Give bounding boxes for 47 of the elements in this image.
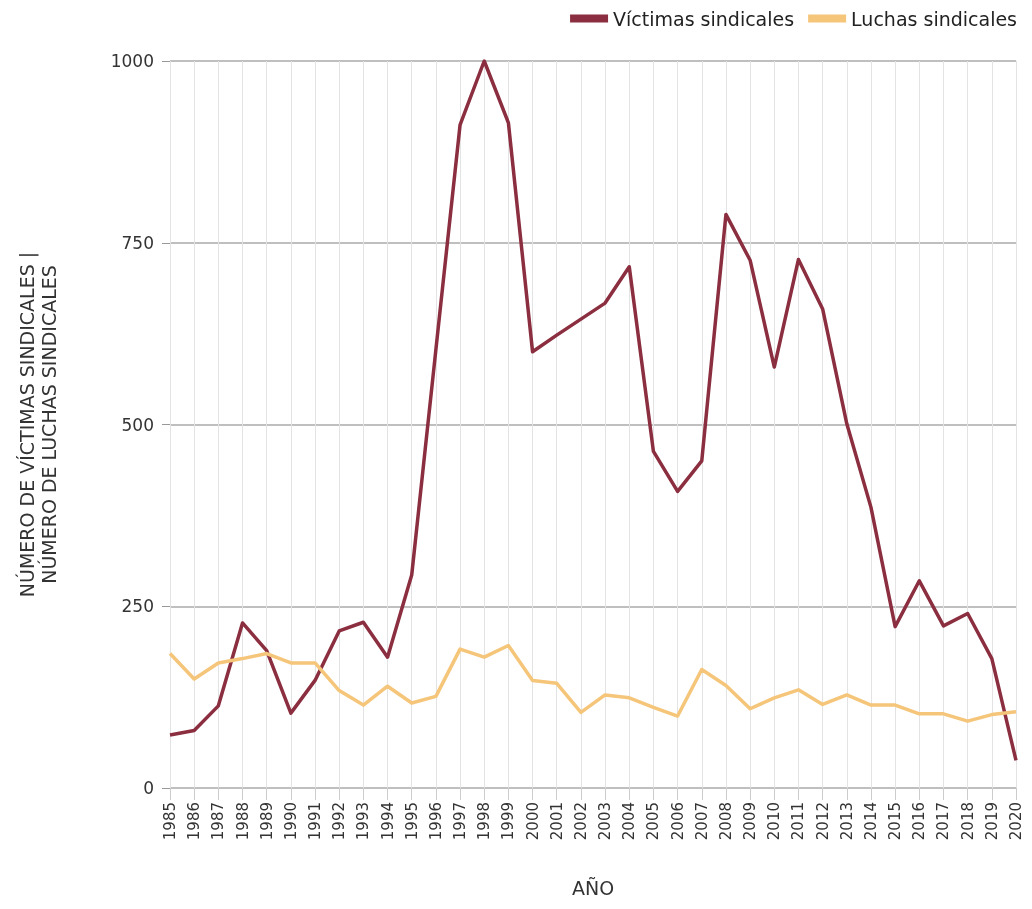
x-axis-title: AÑO — [571, 876, 615, 899]
x-tick-label: 1993 — [354, 802, 373, 841]
x-tick-label: 2017 — [934, 802, 953, 841]
x-tick-label: 2006 — [668, 802, 687, 841]
y-tick-label: 0 — [143, 778, 154, 798]
x-tick-label: 2002 — [571, 802, 590, 841]
x-tick-label: 2007 — [692, 802, 711, 841]
x-tick-label: 2013 — [837, 802, 856, 841]
x-tick-label: 1985 — [161, 802, 179, 841]
x-tick-label: 1991 — [306, 802, 325, 841]
x-tick-label: 1997 — [451, 802, 470, 841]
x-tick-label: 1988 — [233, 802, 252, 841]
x-tick-label: 1995 — [402, 802, 421, 841]
x-tick-label: 2003 — [596, 802, 615, 841]
x-tick-label: 1989 — [257, 802, 276, 841]
x-tick-label: 2010 — [765, 802, 784, 841]
x-tick-label: 2016 — [910, 802, 929, 841]
y-tick-label: 750 — [121, 232, 154, 253]
x-tick-label: 1992 — [330, 802, 349, 841]
legend-label: Víctimas sindicales — [613, 7, 795, 30]
x-tick-label: 2015 — [886, 802, 905, 841]
x-tick-label: 1996 — [426, 802, 445, 841]
x-tick-label: 1994 — [378, 802, 397, 841]
x-tick-label: 2014 — [861, 802, 880, 841]
x-tick-label: 1987 — [209, 802, 228, 841]
x-tick-label: 2009 — [741, 802, 760, 841]
line-series — [168, 643, 1018, 723]
x-tick-label: 1998 — [475, 802, 494, 841]
y-tick-label: 250 — [121, 596, 154, 617]
x-tick-label: 2011 — [789, 802, 808, 841]
x-tick-label: 2020 — [1007, 802, 1025, 841]
x-tick-label: 2019 — [982, 802, 1001, 841]
x-tick-label: 2008 — [716, 802, 735, 841]
x-tick-label: 2005 — [644, 802, 663, 841]
x-tick-label: 2000 — [523, 802, 542, 841]
y-axis-title: NÚMERO DE VÍCTIMAS SINDICALES | NÚMERO DE LUCHAS SINDICALES — [15, 251, 60, 598]
y-tick-label: 500 — [121, 414, 154, 435]
x-tick-label: 1999 — [499, 802, 518, 841]
x-tick-label: 1986 — [185, 802, 204, 841]
line-series — [168, 59, 1018, 763]
y-tick-label: 1000 — [110, 51, 154, 71]
x-tick-label: 2004 — [620, 802, 639, 841]
x-tick-label: 1990 — [281, 802, 300, 841]
x-tick-label: 2012 — [813, 802, 832, 841]
x-tick-label: 2018 — [958, 802, 977, 841]
legend-label: Luchas sindicales — [851, 7, 1018, 30]
x-tick-label: 2001 — [547, 802, 566, 841]
